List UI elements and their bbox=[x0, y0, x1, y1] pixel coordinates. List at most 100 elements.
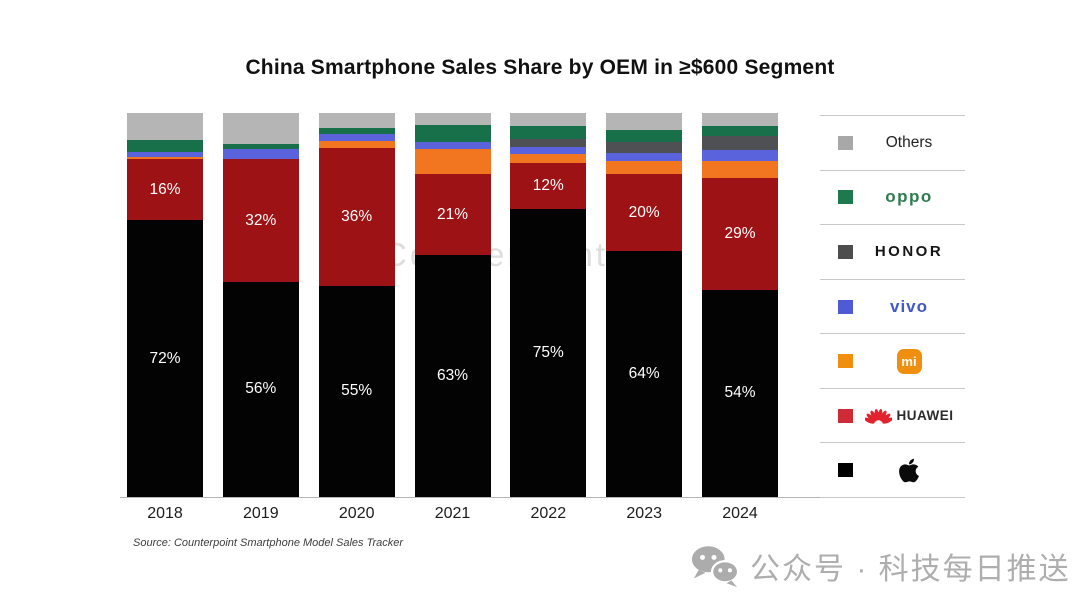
segment-apple-2019: 56% bbox=[222, 281, 299, 497]
segment-others-2018 bbox=[127, 113, 203, 140]
segment-oppo-2019 bbox=[222, 143, 299, 150]
bar-2023: 20% 64% bbox=[606, 113, 683, 497]
huawei-swatch bbox=[838, 408, 853, 423]
segment-value-label: 72% bbox=[149, 349, 181, 367]
x-tick-2022: 2022 bbox=[530, 505, 567, 522]
legend-item-honor: HONOR bbox=[820, 225, 965, 280]
xiaomi-swatch bbox=[838, 354, 853, 369]
segment-mi-2022 bbox=[510, 154, 587, 163]
bar-2018: 16% 72% bbox=[127, 113, 203, 497]
huawei-wordmark: HUAWEI bbox=[896, 408, 954, 424]
segment-vivo-2019 bbox=[222, 149, 299, 160]
x-axis-line bbox=[120, 497, 965, 498]
segment-huawei-2022: 12% bbox=[510, 162, 587, 209]
segment-others-2019 bbox=[222, 113, 299, 144]
segment-apple-2021: 63% bbox=[414, 255, 491, 497]
segment-mi-2018 bbox=[127, 156, 203, 160]
legend-item-apple bbox=[820, 443, 965, 499]
segment-mi-2021 bbox=[414, 149, 491, 175]
segment-vivo-2020 bbox=[318, 134, 395, 142]
segment-others-2024 bbox=[702, 113, 778, 126]
footer-watermark: 公众号 · 科技每日推送 bbox=[690, 543, 1071, 589]
x-tick-2023: 2023 bbox=[626, 505, 662, 522]
segment-value-label: 55% bbox=[341, 382, 373, 400]
apple-swatch bbox=[838, 463, 853, 478]
segment-others-2022 bbox=[510, 113, 587, 127]
vivo-swatch bbox=[838, 299, 853, 314]
segment-oppo-2020 bbox=[318, 127, 395, 135]
segment-huawei-2023: 20% bbox=[606, 174, 683, 252]
segment-huawei-2019: 32% bbox=[222, 159, 299, 282]
segment-value-label: 32% bbox=[245, 211, 277, 229]
apple-logo-icon bbox=[899, 458, 919, 483]
segment-vivo-2021 bbox=[414, 141, 491, 150]
segment-value-label: 75% bbox=[532, 343, 564, 361]
x-tick-2021: 2021 bbox=[434, 505, 471, 522]
bar-2020: 36% 55% bbox=[318, 113, 395, 497]
x-axis-labels: 2018 2019 2020 2021 2022 2023 2024 bbox=[127, 505, 778, 527]
segment-value-label: 21% bbox=[436, 205, 469, 223]
segment-apple-2024: 54% bbox=[702, 289, 778, 497]
segment-value-label: 16% bbox=[149, 180, 181, 198]
others-label: Others bbox=[885, 133, 933, 151]
segment-others-2023 bbox=[606, 113, 683, 131]
segment-vivo-2018 bbox=[127, 152, 203, 157]
segment-huawei-2018: 16% bbox=[127, 159, 203, 221]
honor-wordmark: HONOR bbox=[874, 243, 944, 261]
legend-item-oppo: oppo bbox=[820, 171, 965, 226]
segment-value-label: 12% bbox=[532, 176, 564, 194]
huawei-flower-icon bbox=[864, 408, 892, 424]
legend: Others oppo HONOR vivo mi bbox=[820, 115, 965, 499]
segment-huawei-2021: 21% bbox=[414, 174, 491, 256]
segment-vivo-2023 bbox=[606, 152, 683, 161]
segment-value-label: 20% bbox=[628, 203, 660, 221]
legend-item-vivo: vivo bbox=[820, 280, 965, 335]
legend-item-huawei: HUAWEI bbox=[820, 389, 965, 444]
segment-huawei-2020: 36% bbox=[318, 147, 395, 286]
segment-value-label: 63% bbox=[436, 366, 469, 384]
segment-vivo-2024 bbox=[702, 150, 778, 162]
segment-honor-2024 bbox=[702, 136, 778, 151]
bar-2024: 29% 54% bbox=[702, 113, 778, 497]
x-tick-2019: 2019 bbox=[243, 505, 279, 522]
stacked-bar-plot: 16% 72% 32% 56% 36% 55% 21% 63% 12% 75% 20% 64% 29% 5… bbox=[127, 113, 778, 497]
segment-mi-2020 bbox=[318, 141, 395, 148]
mi-logo-icon: mi bbox=[896, 348, 922, 374]
segment-honor-2022 bbox=[510, 139, 587, 148]
oppo-swatch bbox=[838, 190, 853, 205]
x-tick-2020: 2020 bbox=[338, 505, 375, 522]
segment-apple-2018: 72% bbox=[127, 220, 203, 497]
segment-apple-2020: 55% bbox=[318, 285, 395, 497]
others-swatch bbox=[838, 135, 853, 150]
wechat-icon bbox=[691, 546, 740, 588]
bar-2021: 21% 63% bbox=[414, 113, 491, 497]
legend-item-xiaomi: mi bbox=[820, 334, 965, 389]
segment-oppo-2018 bbox=[127, 139, 203, 153]
segment-oppo-2024 bbox=[702, 125, 778, 137]
segment-huawei-2024: 29% bbox=[702, 178, 778, 290]
segment-oppo-2021 bbox=[414, 124, 491, 142]
segment-value-label: 54% bbox=[724, 384, 756, 402]
segment-vivo-2022 bbox=[510, 147, 587, 155]
oppo-wordmark: oppo bbox=[885, 187, 933, 207]
vivo-wordmark: vivo bbox=[889, 296, 929, 316]
segment-mi-2024 bbox=[702, 161, 778, 179]
bar-2019: 32% 56% bbox=[222, 113, 299, 497]
legend-item-others: Others bbox=[820, 116, 965, 171]
segment-value-label: 56% bbox=[245, 380, 277, 398]
segment-value-label: 64% bbox=[628, 365, 660, 383]
x-tick-2018: 2018 bbox=[147, 505, 183, 522]
segment-oppo-2023 bbox=[606, 130, 683, 143]
segment-apple-2022: 75% bbox=[510, 208, 587, 497]
x-tick-2024: 2024 bbox=[722, 505, 758, 522]
segment-oppo-2022 bbox=[510, 126, 587, 140]
segment-others-2020 bbox=[318, 113, 395, 128]
source-note: Source: Counterpoint Smartphone Model Sa… bbox=[133, 537, 404, 549]
chart-title: China Smartphone Sales Share by OEM in ≥… bbox=[245, 56, 835, 79]
footer-watermark-text: 公众号 · 科技每日推送 bbox=[750, 553, 1071, 586]
segment-mi-2023 bbox=[606, 160, 683, 175]
honor-swatch bbox=[838, 244, 853, 259]
bar-2022: 12% 75% bbox=[510, 113, 587, 497]
segment-value-label: 29% bbox=[724, 224, 756, 242]
segment-others-2021 bbox=[414, 113, 491, 125]
